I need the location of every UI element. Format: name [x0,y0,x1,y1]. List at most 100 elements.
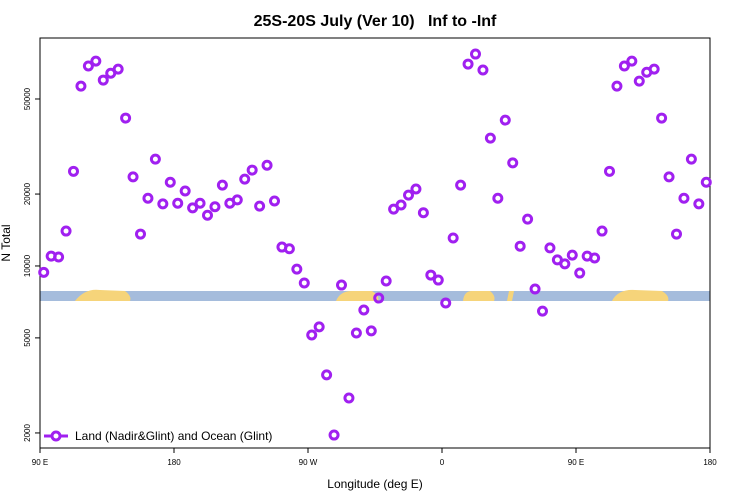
data-point [440,297,452,309]
legend-marker [50,430,62,442]
data-point [60,225,72,237]
data-point [202,209,213,221]
data-point [566,249,578,261]
x-tick-label: 180 [167,458,181,467]
y-axis-label: N Total [0,224,13,261]
data-point [537,305,548,317]
data-point [157,198,169,210]
data-point [343,392,355,404]
data-point [336,279,347,291]
data-point [306,329,318,341]
legend: Land (Nadir&Glint) and Ocean (Glint) [44,429,272,443]
data-point [432,274,444,286]
legend-label: Land (Nadir&Glint) and Ocean (Glint) [75,429,272,443]
x-tick-label: 0 [440,458,445,467]
data-point [298,277,310,289]
data-point [135,228,146,240]
data-point [90,55,102,67]
data-point [269,195,280,207]
data-point [671,228,682,240]
data-point [663,171,675,183]
land-shape [612,289,669,301]
x-tick-label: 90 E [32,458,48,467]
data-point [678,192,690,204]
data-point [179,185,191,197]
data-point [633,75,645,87]
data-point [97,74,109,86]
chart-title: 25S-20S July (Ver 10) Inf to -Inf [254,13,497,30]
data-point [499,114,511,126]
data-point [507,157,519,169]
data-point [254,200,266,212]
data-point [648,63,660,75]
data-point [484,132,496,144]
data-point [425,269,437,281]
data-point [246,164,258,176]
data-point [261,159,273,171]
data-point [559,258,571,270]
land-shape [463,291,495,301]
data-point [514,240,526,252]
data-point [477,64,489,76]
data-point [358,304,370,316]
data-point [172,197,184,209]
x-tick-label: 180 [703,458,717,467]
data-point [596,225,608,237]
data-point [164,176,176,188]
data-point [187,202,199,214]
data-point [462,58,474,70]
data-point [53,251,65,263]
y-tick-label: 50000 [23,87,32,110]
data-point [604,165,615,177]
data-point [194,197,206,209]
data-point [410,183,422,195]
data-point [455,179,467,191]
data-point [574,267,586,279]
x-tick-label: 90 E [568,458,584,467]
y-tick-label: 5000 [23,328,32,346]
data-point [529,283,541,295]
data-point [656,112,668,124]
data-point [492,192,504,204]
data-point [380,275,392,287]
y-tick-label: 20000 [23,182,32,205]
data-point [350,327,362,339]
data-point [209,201,221,213]
data-point [283,243,295,255]
data-point [68,165,79,177]
data-point [120,112,132,124]
data-point [321,369,333,381]
data-point [291,263,303,275]
data-point [365,325,377,337]
data-point [373,292,385,304]
data-point [626,55,638,67]
data-point [447,232,459,244]
data-point [239,173,251,185]
data-point [82,60,94,72]
land-shape [507,291,514,301]
data-point [328,429,340,441]
data-point [38,266,50,278]
data-point [127,171,139,183]
data-point [75,80,87,92]
data-point [142,192,154,204]
x-tick-label: 90 W [299,458,318,467]
data-point [685,153,697,165]
x-axis-label: Longitude (deg E) [327,477,422,491]
data-point [216,179,228,191]
data-point [112,63,124,75]
land-shape [336,291,379,301]
data-point [470,48,481,60]
data-point [589,252,601,264]
data-point [618,60,630,72]
data-point [417,207,429,219]
plot-frame [39,37,711,449]
data-point [395,199,407,211]
y-tick-label: 2000 [23,424,32,442]
data-point [149,153,161,165]
y-tick-label: 10000 [23,254,32,277]
data-point [544,242,556,254]
data-point [231,194,243,206]
data-point [693,198,705,210]
